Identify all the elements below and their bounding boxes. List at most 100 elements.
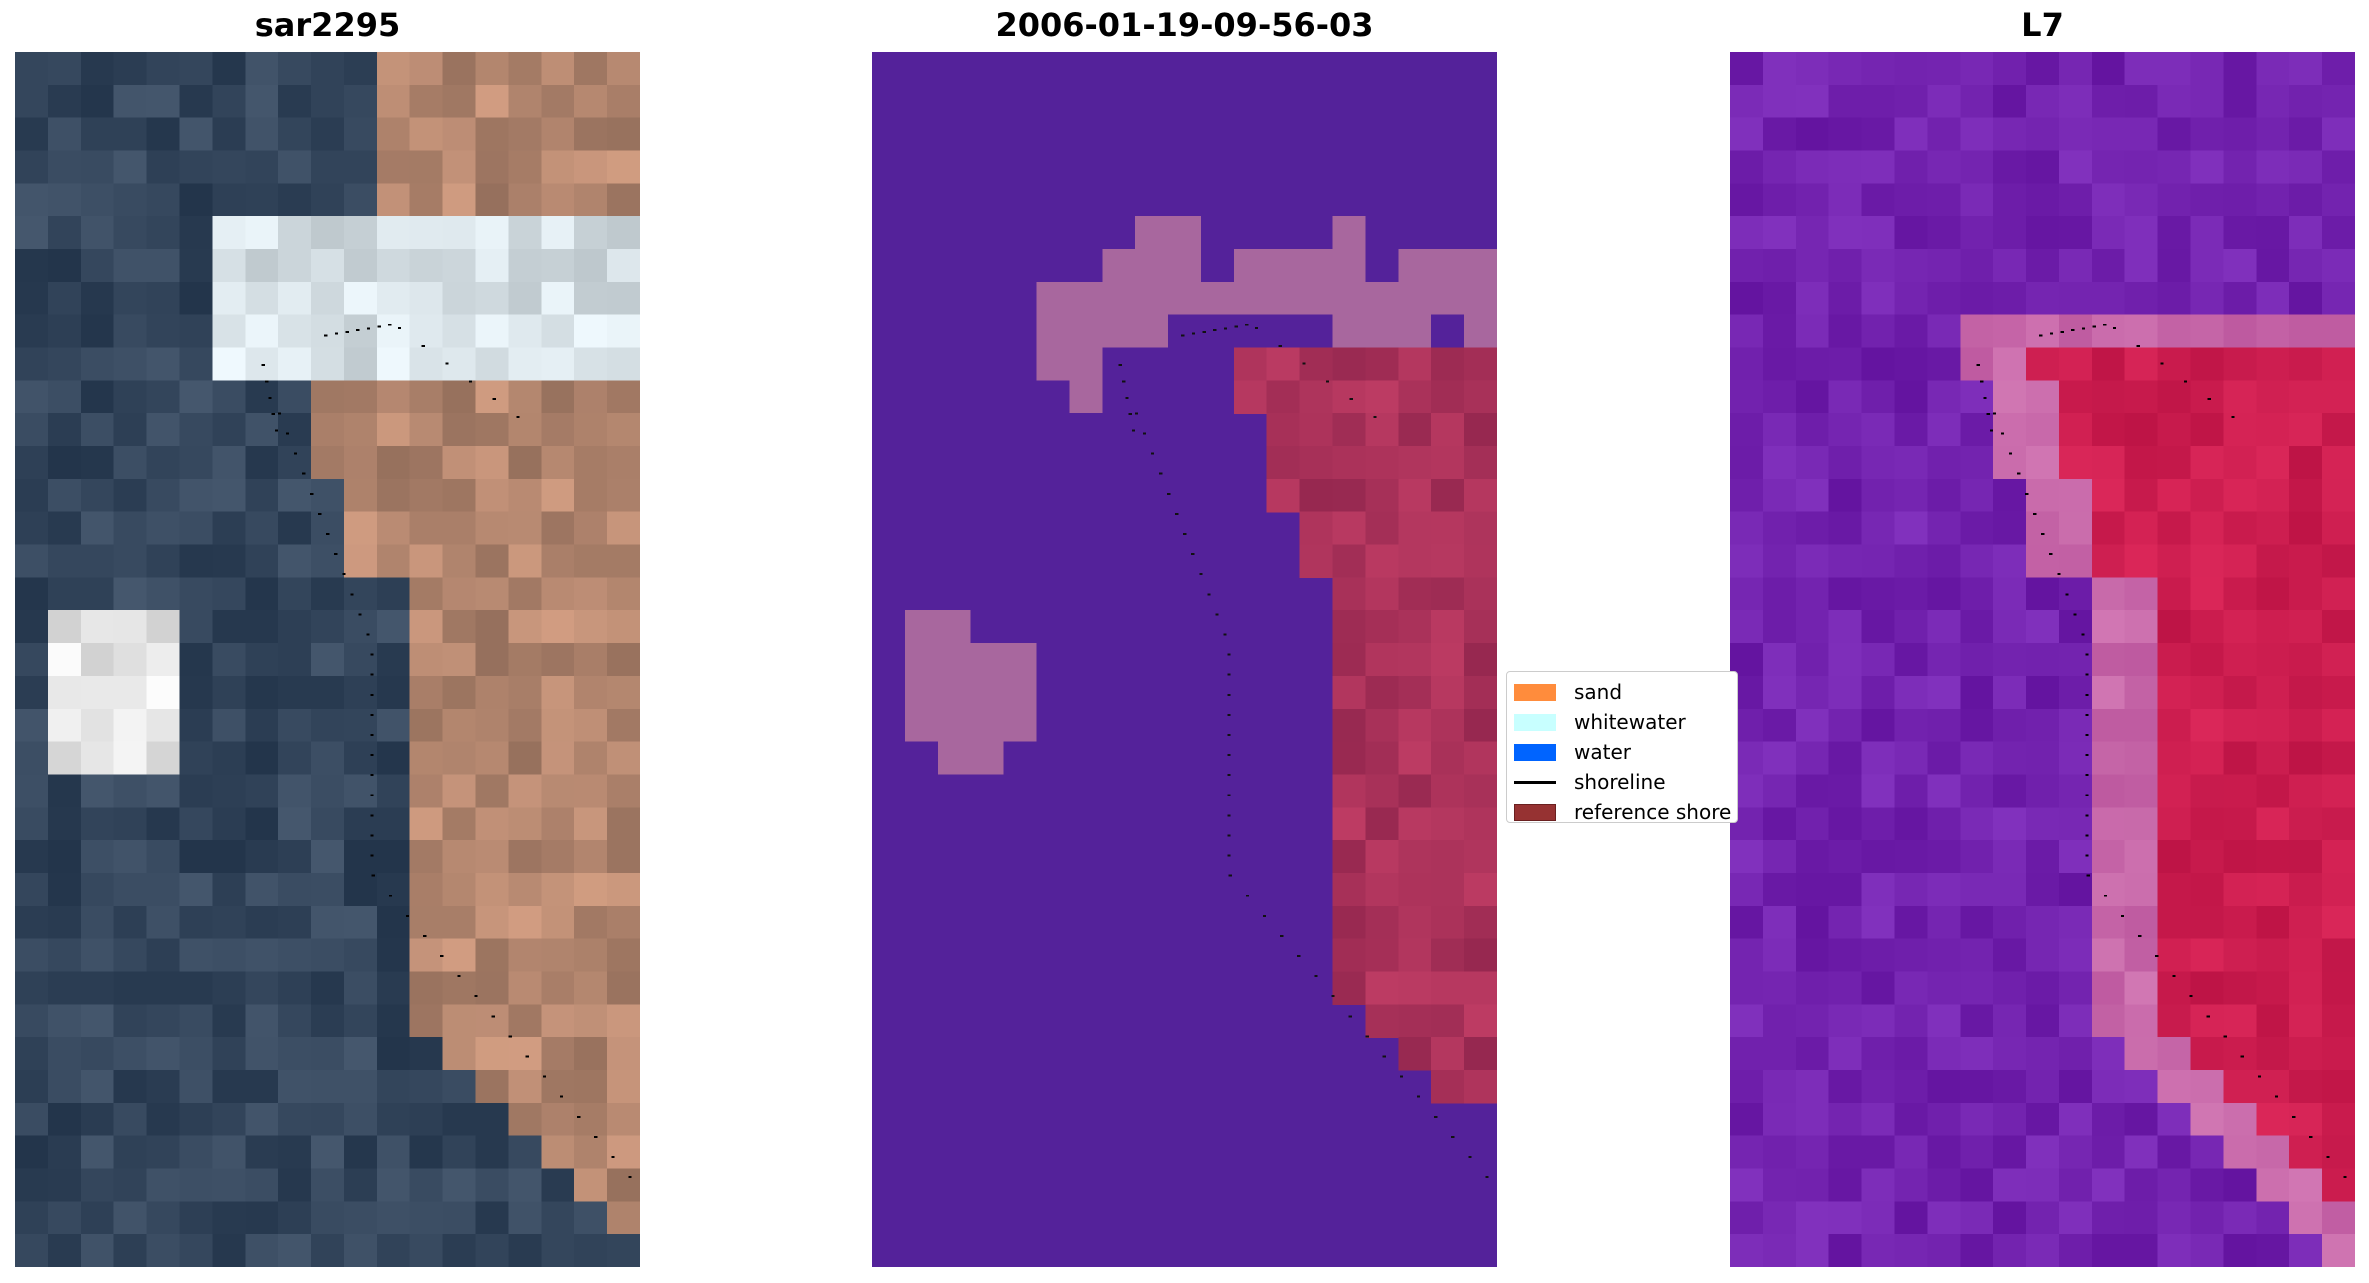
rgb-pixel bbox=[47, 774, 82, 808]
index-pixel bbox=[2157, 1168, 2192, 1202]
rgb-pixel bbox=[541, 774, 575, 808]
index-pixel bbox=[1730, 872, 1764, 907]
index-pixel bbox=[1993, 872, 2027, 907]
index-pixel bbox=[1960, 478, 1994, 513]
shoreline-point bbox=[1191, 553, 1195, 556]
index-pixel bbox=[2091, 905, 2126, 940]
shoreline-point bbox=[1485, 1176, 1489, 1179]
panel-title-index: L7 bbox=[2021, 6, 2064, 44]
index-pixel bbox=[1795, 511, 1830, 546]
sand-region bbox=[1299, 446, 1334, 480]
shoreline-point bbox=[370, 774, 374, 777]
index-pixel bbox=[1762, 708, 1797, 743]
index-image-panel bbox=[1730, 52, 2355, 1267]
index-pixel bbox=[1762, 1102, 1797, 1137]
shoreline-point bbox=[1245, 323, 1249, 326]
rgb-pixel bbox=[15, 446, 49, 480]
rgb-pixel bbox=[311, 1201, 345, 1235]
rgb-pixel bbox=[47, 52, 82, 86]
rgb-pixel bbox=[15, 807, 49, 841]
rgb-pixel bbox=[15, 1234, 49, 1267]
index-pixel bbox=[2289, 905, 2323, 940]
sand-region bbox=[1332, 872, 1367, 907]
shoreline-point bbox=[277, 412, 282, 415]
legend-item-whitewater: whitewater bbox=[1514, 707, 1737, 737]
index-pixel bbox=[2124, 1168, 2159, 1202]
index-pixel bbox=[2190, 183, 2225, 217]
sand-region bbox=[1464, 380, 1497, 414]
rgb-pixel bbox=[146, 905, 181, 940]
index-pixel bbox=[1828, 1135, 1863, 1170]
index-pixel bbox=[1795, 281, 1830, 316]
rgb-pixel bbox=[179, 544, 214, 579]
shoreline-point bbox=[2085, 754, 2089, 757]
index-pixel bbox=[2256, 872, 2290, 907]
rgb-pixel bbox=[607, 446, 640, 480]
rgb-pixel bbox=[278, 708, 312, 743]
rgb-pixel bbox=[508, 84, 542, 119]
index-pixel bbox=[2157, 249, 2192, 283]
shoreline-point bbox=[2049, 553, 2053, 556]
index-pixel bbox=[1960, 314, 1994, 349]
index-pixel bbox=[1795, 872, 1830, 907]
shoreline-point bbox=[1992, 412, 1997, 415]
rgb-pixel bbox=[376, 741, 411, 776]
index-pixel bbox=[1861, 643, 1896, 677]
index-pixel bbox=[1861, 872, 1896, 907]
rgb-pixel bbox=[47, 741, 82, 776]
index-pixel bbox=[1894, 774, 1929, 808]
shoreline-point bbox=[2085, 794, 2089, 797]
rgb-pixel bbox=[475, 1234, 510, 1267]
index-pixel bbox=[1927, 1135, 1961, 1170]
index-pixel bbox=[1795, 84, 1830, 119]
index-pixel bbox=[1861, 905, 1896, 940]
rgb-pixel bbox=[179, 807, 214, 841]
rgb-pixel bbox=[80, 1201, 115, 1235]
rgb-pixel bbox=[541, 52, 575, 86]
rgb-pixel bbox=[574, 249, 608, 283]
legend-label-whitewater: whitewater bbox=[1574, 710, 1686, 734]
shoreline-point bbox=[2041, 533, 2045, 535]
index-pixel bbox=[1730, 544, 1764, 579]
rgb-pixel bbox=[541, 314, 575, 349]
index-pixel bbox=[1795, 249, 1830, 283]
index-pixel bbox=[2256, 938, 2290, 973]
index-pixel bbox=[1795, 1234, 1830, 1267]
rgb-pixel bbox=[113, 610, 148, 644]
index-pixel bbox=[2058, 216, 2093, 250]
index-pixel bbox=[1993, 971, 2027, 1005]
index-pixel bbox=[1828, 1102, 1863, 1137]
shoreline-point bbox=[1159, 472, 1163, 475]
rgb-pixel bbox=[541, 84, 575, 119]
index-pixel bbox=[2157, 1201, 2192, 1235]
index-pixel bbox=[2058, 741, 2093, 776]
shoreline-point bbox=[474, 995, 478, 998]
index-pixel bbox=[1861, 577, 1896, 611]
index-pixel bbox=[1795, 610, 1830, 644]
legend-item-sand: sand bbox=[1514, 677, 1737, 707]
rgb-pixel bbox=[541, 1234, 575, 1267]
index-pixel bbox=[2026, 872, 2060, 907]
shoreline-point bbox=[1262, 914, 1267, 917]
shoreline-point bbox=[1416, 1095, 1421, 1098]
rgb-pixel bbox=[343, 544, 378, 579]
index-pixel bbox=[1960, 511, 1994, 546]
rgb-pixel bbox=[113, 1004, 148, 1038]
index-pixel bbox=[2190, 544, 2225, 579]
rgb-pixel bbox=[278, 216, 312, 250]
index-pixel bbox=[1894, 478, 1929, 513]
index-pixel bbox=[1993, 807, 2027, 841]
index-pixel bbox=[1861, 84, 1896, 119]
rgb-pixel bbox=[80, 643, 115, 677]
rgb-pixel bbox=[574, 1201, 608, 1235]
rgb-pixel bbox=[278, 1037, 312, 1071]
classification-panel bbox=[872, 52, 1497, 1267]
index-pixel bbox=[2124, 249, 2159, 283]
index-pixel bbox=[1730, 840, 1764, 874]
index-pixel bbox=[2223, 249, 2257, 283]
index-pixel bbox=[1993, 413, 2027, 447]
rgb-pixel bbox=[376, 446, 411, 480]
rgb-pixel bbox=[442, 807, 477, 841]
index-pixel bbox=[2124, 741, 2159, 776]
rgb-pixel bbox=[541, 643, 575, 677]
